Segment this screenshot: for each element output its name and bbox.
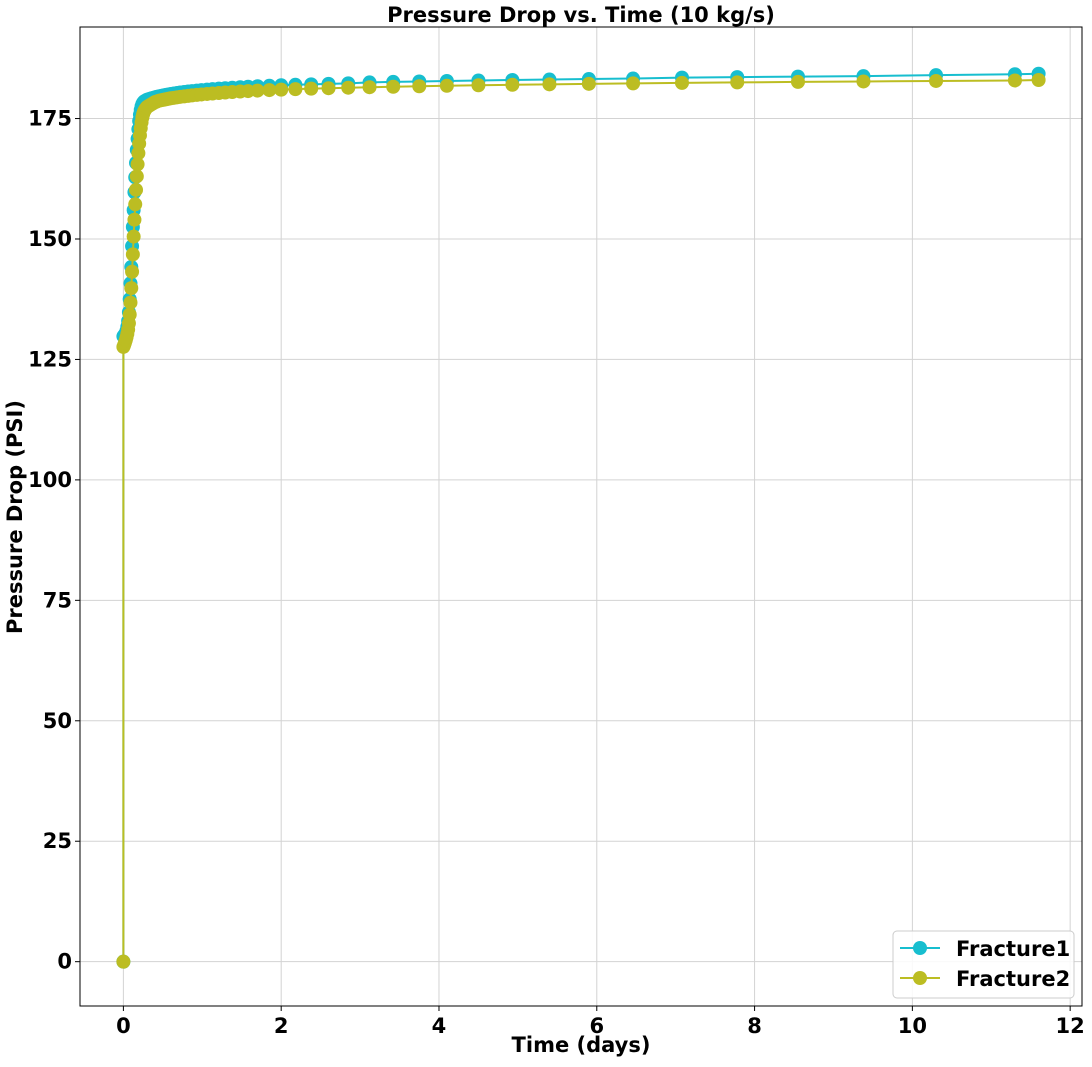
- data-point-fracture2: [288, 82, 303, 97]
- data-point-fracture2: [125, 247, 140, 262]
- data-point-fracture2: [128, 197, 143, 212]
- data-point-fracture2: [730, 75, 745, 90]
- chart-title: Pressure Drop vs. Time (10 kg/s): [387, 3, 775, 27]
- series-line-fracture1: [122, 72, 1039, 962]
- legend-marker-fracture1: [913, 941, 927, 955]
- series-layer: [116, 66, 1046, 969]
- x-tick-label: 2: [274, 1014, 289, 1038]
- data-point-fracture2: [439, 78, 454, 93]
- y-tick-label: 150: [28, 227, 72, 251]
- y-axis-label: Pressure Drop (PSI): [3, 400, 27, 634]
- data-point-fracture2: [581, 76, 596, 91]
- data-point-fracture2: [341, 80, 356, 95]
- grid-layer: [80, 27, 1082, 1006]
- data-point-fracture2: [674, 75, 689, 90]
- x-tick-label: 6: [589, 1014, 604, 1038]
- data-point-fracture2: [626, 76, 641, 91]
- data-point-fracture2: [790, 74, 805, 89]
- data-point-fracture2: [505, 77, 520, 92]
- x-axis-label: Time (days): [512, 1033, 651, 1057]
- data-point-fracture2: [127, 212, 142, 227]
- y-tick-label: 0: [57, 950, 72, 974]
- data-point-fracture2: [129, 169, 144, 184]
- data-point-fracture2: [386, 79, 401, 94]
- data-point-fracture2: [129, 182, 144, 197]
- x-tick-label: 10: [898, 1014, 927, 1038]
- data-point-fracture2: [471, 78, 486, 93]
- data-point-fracture2: [321, 81, 336, 96]
- data-point-fracture2: [124, 281, 139, 296]
- y-tick-label: 125: [28, 347, 72, 371]
- tick-layer: 0 2 4 6 8 10 12 0 25 50 75 100 125 150 175: [28, 107, 1085, 1038]
- data-point-fracture2: [274, 82, 289, 97]
- y-tick-label: 175: [28, 107, 72, 131]
- data-point-fracture2: [116, 954, 131, 969]
- y-tick-label: 25: [43, 829, 72, 853]
- data-point-fracture2: [856, 74, 871, 89]
- data-point-fracture2: [1031, 73, 1046, 87]
- series-fracture1: [116, 66, 1046, 969]
- data-point-fracture2: [1007, 73, 1022, 88]
- x-tick-label: 8: [747, 1014, 762, 1038]
- legend-label-fracture2: Fracture2: [956, 967, 1070, 991]
- data-point-fracture2: [122, 307, 137, 322]
- data-point-fracture2: [362, 80, 377, 95]
- legend-label-fracture1: Fracture1: [956, 937, 1070, 961]
- y-tick-label: 100: [28, 468, 72, 492]
- series-line-fracture2: [122, 79, 1039, 962]
- data-point-fracture2: [412, 79, 427, 94]
- x-tick-label: 4: [432, 1014, 447, 1038]
- data-point-fracture2: [250, 83, 265, 98]
- legend-marker-fracture2: [913, 971, 927, 985]
- y-tick-label: 75: [43, 588, 72, 612]
- data-point-fracture2: [126, 229, 141, 244]
- y-tick-label: 50: [43, 709, 72, 733]
- x-tick-label: 0: [116, 1014, 131, 1038]
- data-point-fracture2: [123, 295, 138, 310]
- data-point-fracture2: [130, 157, 145, 172]
- data-point-fracture2: [304, 81, 319, 96]
- data-point-fracture2: [929, 73, 944, 88]
- data-point-fracture2: [262, 83, 277, 98]
- data-point-fracture2: [542, 77, 557, 92]
- series-fracture2: [116, 73, 1046, 969]
- legend: Fracture1 Fracture2: [892, 930, 1075, 999]
- x-tick-label: 12: [1056, 1014, 1085, 1038]
- plot-area-frame: [79, 26, 1083, 1007]
- data-point-fracture2: [125, 264, 140, 279]
